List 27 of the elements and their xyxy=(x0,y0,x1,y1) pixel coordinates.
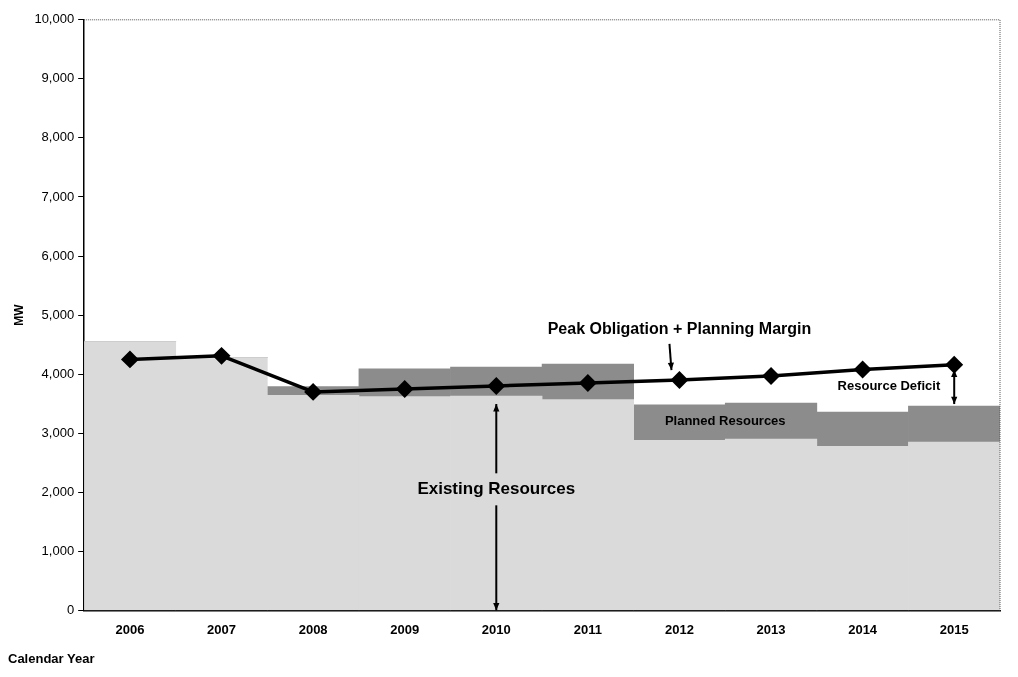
y-axis-title: MW xyxy=(11,303,26,326)
x-axis-title: Calendar Year xyxy=(8,651,95,667)
y-tick-label: 3,000 xyxy=(41,424,75,440)
y-tick-label: 4,000 xyxy=(41,365,75,381)
y-tick-label: 0 xyxy=(66,601,75,617)
x-tick-label: 2012 xyxy=(665,621,694,637)
x-tick-label: 2011 xyxy=(573,621,602,637)
x-tick-label: 2014 xyxy=(848,621,878,637)
y-tick-label: 8,000 xyxy=(41,129,75,145)
x-tick-label: 2013 xyxy=(756,621,786,637)
y-tick-label: 1,000 xyxy=(41,542,75,558)
x-tick-label: 2007 xyxy=(207,621,236,637)
annotation: Resource Deficit xyxy=(837,377,941,393)
x-tick-label: 2015 xyxy=(939,621,969,637)
y-tick-label: 10,000 xyxy=(34,11,75,27)
y-tick-label: 2,000 xyxy=(41,483,75,499)
y-tick-label: 7,000 xyxy=(41,188,75,204)
x-tick-label: 2008 xyxy=(298,621,328,637)
y-tick-label: 5,000 xyxy=(41,306,75,322)
x-tick-label: 2010 xyxy=(481,621,511,637)
annotation: Planned Resources xyxy=(664,412,786,428)
y-tick-label: 9,000 xyxy=(41,70,75,86)
x-tick-label: 2006 xyxy=(115,621,145,637)
x-tick-label: 2009 xyxy=(390,621,420,637)
annotation: Existing Resources xyxy=(417,479,576,499)
annotation: Peak Obligation + Planning Margin xyxy=(547,320,812,338)
y-tick-label: 6,000 xyxy=(41,247,75,263)
